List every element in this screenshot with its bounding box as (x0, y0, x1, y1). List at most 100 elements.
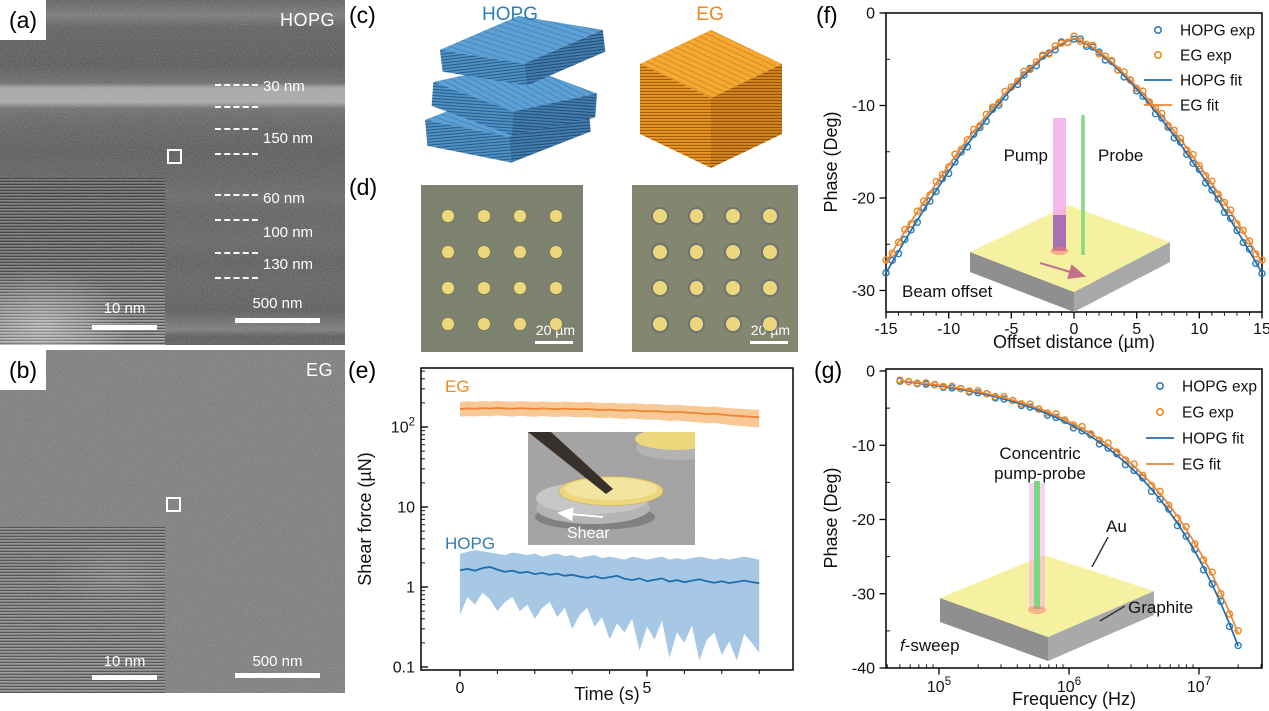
hopg-exp-point (1182, 532, 1190, 540)
eg-exp-point (894, 238, 903, 247)
eg-ordered-block (640, 30, 782, 168)
eg-structure-title: EG (696, 4, 724, 25)
panel-a-label: (a) (0, 0, 46, 40)
beam-offset-annotation: Beam offset (902, 282, 993, 301)
layer-thickness-label: 30 nm (263, 78, 305, 95)
micrograph-scale-text: 20 µm (535, 322, 575, 338)
gold-disc (550, 282, 562, 294)
eg-series-label: EG (445, 377, 470, 396)
svg-text:1: 1 (406, 580, 415, 597)
layer-thickness-label: 100 nm (263, 224, 314, 241)
legend-label: EG fit (1180, 98, 1219, 115)
offset-arrow (1039, 261, 1087, 280)
gold-disc (726, 209, 740, 223)
hrtem-inset-hopg: 10 nm (0, 178, 165, 345)
eg-band (460, 400, 760, 428)
hopg-flake-stack (439, 16, 606, 86)
gold-disc (442, 246, 454, 258)
legend-label: HOPG exp (1182, 379, 1257, 396)
inset-scale-bar (92, 675, 157, 680)
f-y-axis-label: Phase (Deg) (821, 111, 841, 212)
shear-force-chart: EG HOPG Shear 0 5 0.1 1 10 102 Time (s) Shear forc… (355, 367, 794, 704)
layer-boundary-dash (215, 153, 258, 155)
micrograph-scale-bar (750, 341, 788, 344)
svg-text:0.1: 0.1 (393, 660, 415, 677)
panel-d-label: (d) (349, 174, 378, 200)
svg-text:5: 5 (643, 680, 652, 697)
roi-marker-square (167, 149, 182, 164)
gold-disc (550, 210, 562, 222)
legend-label: HOPG fit (1182, 431, 1245, 448)
gold-disc (763, 281, 777, 295)
f-x-axis-label: Offset distance (µm) (993, 332, 1155, 352)
svg-text:15: 15 (1253, 321, 1269, 338)
eg-exp-point (1176, 134, 1185, 143)
svg-text:0: 0 (866, 364, 875, 381)
panel-b-material-tag: EG (305, 360, 333, 380)
gold-disc (514, 282, 526, 294)
scale-text: 500 nm (252, 295, 303, 312)
layer-boundary-dash (215, 219, 258, 221)
panel-c-structures: HOPG EG (345, 0, 790, 172)
inset-scale-text: 10 nm (103, 653, 146, 670)
layer-thickness-label: 150 nm (263, 130, 314, 147)
eg-exp-point (1165, 501, 1173, 509)
panel-a-sem-hopg: 10 nm 30 nm 150 nm 60 nm 100 nm 130 nm 5… (0, 0, 345, 345)
eg-exp-point (1217, 589, 1225, 598)
gold-disc (689, 209, 704, 223)
gold-disc (478, 210, 490, 222)
inset-noise (0, 178, 165, 345)
gold-disc (442, 318, 454, 330)
gold-disc (442, 210, 454, 222)
layer-thickness-label: 60 nm (263, 190, 305, 207)
micrograph-scale-bar (535, 341, 573, 344)
svg-text:-20: -20 (852, 191, 875, 208)
svg-text:102: 102 (391, 416, 415, 436)
eg-exp-point (1234, 627, 1242, 635)
au-leader-line (1091, 536, 1109, 568)
hopg-band (460, 550, 760, 661)
svg-text:106: 106 (1057, 676, 1081, 696)
hopg-structure-title: HOPG (482, 4, 538, 25)
hrtem-inset-eg: 10 nm (0, 527, 165, 693)
svg-text:-10: -10 (852, 98, 875, 115)
eg-exp-point (882, 256, 890, 264)
hopg-exp-point (1234, 641, 1242, 650)
gold-disc (763, 209, 777, 223)
eg-exp-point (919, 197, 928, 205)
eg-exp-point (1170, 126, 1178, 135)
hopg-exp-point (1156, 495, 1164, 503)
gold-disc (726, 317, 740, 331)
shear-label: Shear (567, 525, 610, 542)
layer-boundary-dash (215, 194, 258, 196)
scale-text: 500 nm (252, 653, 303, 670)
eg-exp-point (1220, 198, 1229, 207)
layer-thickness-label: 130 nm (263, 256, 314, 273)
gold-disc (478, 246, 490, 258)
e-y-axis-label: Shear force (µN) (355, 452, 375, 585)
scale-bar (235, 318, 320, 323)
gold-disc (442, 282, 454, 294)
eg-exp-point (938, 170, 947, 179)
hopg-exp-point (882, 269, 890, 277)
svg-text:-10: -10 (937, 321, 960, 338)
gold-disc (653, 245, 667, 259)
svg-text:0: 0 (1070, 321, 1079, 338)
shear-experiment-inset: Shear (528, 432, 695, 545)
probe-needle (528, 432, 613, 494)
eg-exp-point (1239, 226, 1247, 235)
panel-c-label: (c) (349, 2, 376, 28)
micrograph-hopg-dots: 20 µm (421, 185, 583, 352)
panel-d-micrographs: 20 µm 20 µm (345, 172, 800, 353)
svg-text:-5: -5 (1004, 321, 1018, 338)
inset-title-line1: Concentric (999, 444, 1081, 463)
hopg-exp-point (1208, 186, 1216, 194)
layer-boundary-dash (215, 252, 258, 254)
hopg-exp-point (1214, 195, 1222, 203)
legend-label: EG exp (1180, 48, 1232, 65)
eg-exp-point (1245, 237, 1254, 245)
gold-disc (763, 317, 777, 331)
hopg-exp-point (1258, 269, 1266, 278)
legend-marker (1155, 381, 1164, 390)
